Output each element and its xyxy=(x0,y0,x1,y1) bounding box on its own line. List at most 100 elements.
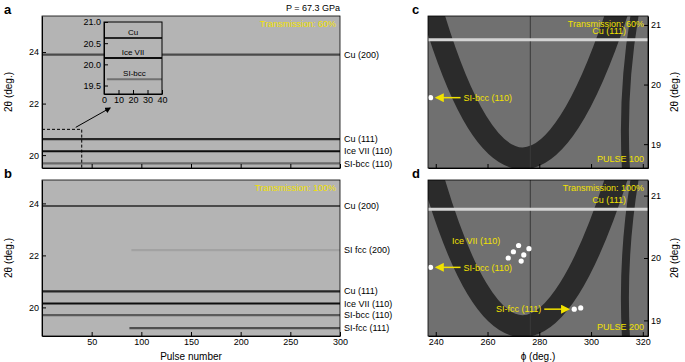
zoom-arrow xyxy=(76,108,110,127)
tick-label: 260 xyxy=(481,337,496,347)
tick-mark xyxy=(42,52,46,53)
tick-label: 19 xyxy=(651,316,661,326)
tick: 200 xyxy=(234,332,249,347)
tick-mark xyxy=(42,203,46,204)
diffraction-spot xyxy=(428,265,433,270)
tick-label: 19 xyxy=(651,140,661,150)
x-axis xyxy=(43,164,341,169)
plot-frame xyxy=(104,22,162,94)
tick-mark xyxy=(241,332,242,336)
diffraction-line xyxy=(42,150,340,152)
y-axis: 19.520.020.521.0 xyxy=(83,17,108,94)
series-label: SI-fcc (111) xyxy=(344,323,389,333)
panel: CuIce VIISI-bcc01020304019.520.020.521.0 xyxy=(83,17,167,105)
series-label: SI-bcc (110) xyxy=(464,93,512,103)
series-label: Ice VII (110) xyxy=(344,299,392,309)
diffraction-line xyxy=(42,314,340,316)
panel: Cu (200)Cu (111)Ice VII (110)SI-bcc (110… xyxy=(3,3,392,173)
tick-mark xyxy=(488,164,489,168)
axis-title: ϕ (deg.) xyxy=(521,351,556,362)
tick-label: 24 xyxy=(29,199,39,209)
tick: 24 xyxy=(29,199,46,209)
tick-label: 19.5 xyxy=(83,81,101,91)
marks xyxy=(428,180,648,336)
tick-label: 24 xyxy=(29,47,39,57)
tick-mark xyxy=(591,332,592,336)
x-axis xyxy=(429,164,649,169)
y-axis: 192021 xyxy=(644,17,661,169)
tick-mark xyxy=(644,196,648,197)
tick-mark xyxy=(42,307,46,308)
tick-mark xyxy=(92,332,93,336)
tick-mark xyxy=(539,332,540,336)
tick-label: 20.5 xyxy=(83,39,101,49)
axis-line xyxy=(42,17,43,169)
y-axis: 202224 xyxy=(29,181,46,337)
marks xyxy=(42,55,340,168)
tick-label: 50 xyxy=(87,337,97,347)
tick xyxy=(643,164,644,168)
diffraction-spot xyxy=(511,249,516,254)
tick-label: 200 xyxy=(234,337,249,347)
tick-label: 280 xyxy=(532,337,547,347)
tick xyxy=(92,164,93,168)
arrow xyxy=(544,308,568,310)
series-label: SI-bcc (110) xyxy=(464,263,512,273)
series-label: Ice VII xyxy=(122,48,145,57)
x-axis: 50100150200250300 xyxy=(43,332,349,347)
tick-mark xyxy=(643,164,644,168)
tick: 240 xyxy=(429,332,444,347)
tick-label: 30 xyxy=(143,95,153,105)
tick-mark xyxy=(340,164,341,168)
tick-mark xyxy=(539,164,540,168)
plot-background xyxy=(42,16,340,168)
tick: 22 xyxy=(29,99,46,109)
figure: Cu (200)Cu (111)Ice VII (110)SI-bcc (110… xyxy=(0,0,685,362)
tick-mark xyxy=(644,144,648,145)
panel: Cu (111)Ice VII (110)SI-bcc (110)SI-fcc … xyxy=(428,176,680,362)
diffraction-line xyxy=(107,78,162,80)
annotation: Transmission: 60% xyxy=(260,19,336,29)
panel: Cu (111)SI-bcc (110)1920212θ (deg.)Trans… xyxy=(428,12,680,170)
tick-mark xyxy=(104,86,108,87)
detector-shadow xyxy=(432,180,617,326)
tick xyxy=(340,164,341,168)
diffraction-line xyxy=(42,138,340,140)
chart-svg: Cu (200)Cu (111)Ice VII (110)SI-bcc (110… xyxy=(0,0,685,362)
tick: 150 xyxy=(184,332,199,347)
series-label: SI fcc (200) xyxy=(344,245,390,255)
series-label: Cu (200) xyxy=(344,201,379,211)
tick-label: 20 xyxy=(651,80,661,90)
diffraction-line xyxy=(104,57,162,59)
tick-mark xyxy=(644,25,648,26)
tick-label: 22 xyxy=(29,99,39,109)
chart-title: P = 67.3 GPa xyxy=(286,3,340,13)
diffraction-spot xyxy=(572,307,577,312)
tick: 19.5 xyxy=(83,81,108,91)
tick: 100 xyxy=(134,332,149,347)
tick: 20 xyxy=(29,303,46,313)
tick-mark xyxy=(436,332,437,336)
tick: 280 xyxy=(532,332,547,347)
tick-mark xyxy=(141,164,142,168)
tick-label: 20.0 xyxy=(83,60,101,70)
diffraction-line xyxy=(428,38,648,41)
y-axis: 192021 xyxy=(644,181,661,337)
diffraction-spot xyxy=(428,95,433,100)
tick-label: 21 xyxy=(651,191,661,201)
tick-label: 40 xyxy=(157,95,167,105)
axis-line xyxy=(648,17,649,169)
tick-label: 20 xyxy=(128,95,138,105)
tick: 40 xyxy=(157,90,167,105)
marks xyxy=(104,38,162,79)
diffraction-line xyxy=(42,54,340,56)
tick-mark xyxy=(488,332,489,336)
axis-title: 2θ (deg.) xyxy=(3,72,14,112)
tick: 20 xyxy=(644,80,661,90)
tick xyxy=(591,164,592,168)
tick-label: 150 xyxy=(184,337,199,347)
tick: 250 xyxy=(283,332,298,347)
series-label: Ice VII (110) xyxy=(452,236,500,246)
tick-mark xyxy=(591,164,592,168)
tick xyxy=(488,164,489,168)
